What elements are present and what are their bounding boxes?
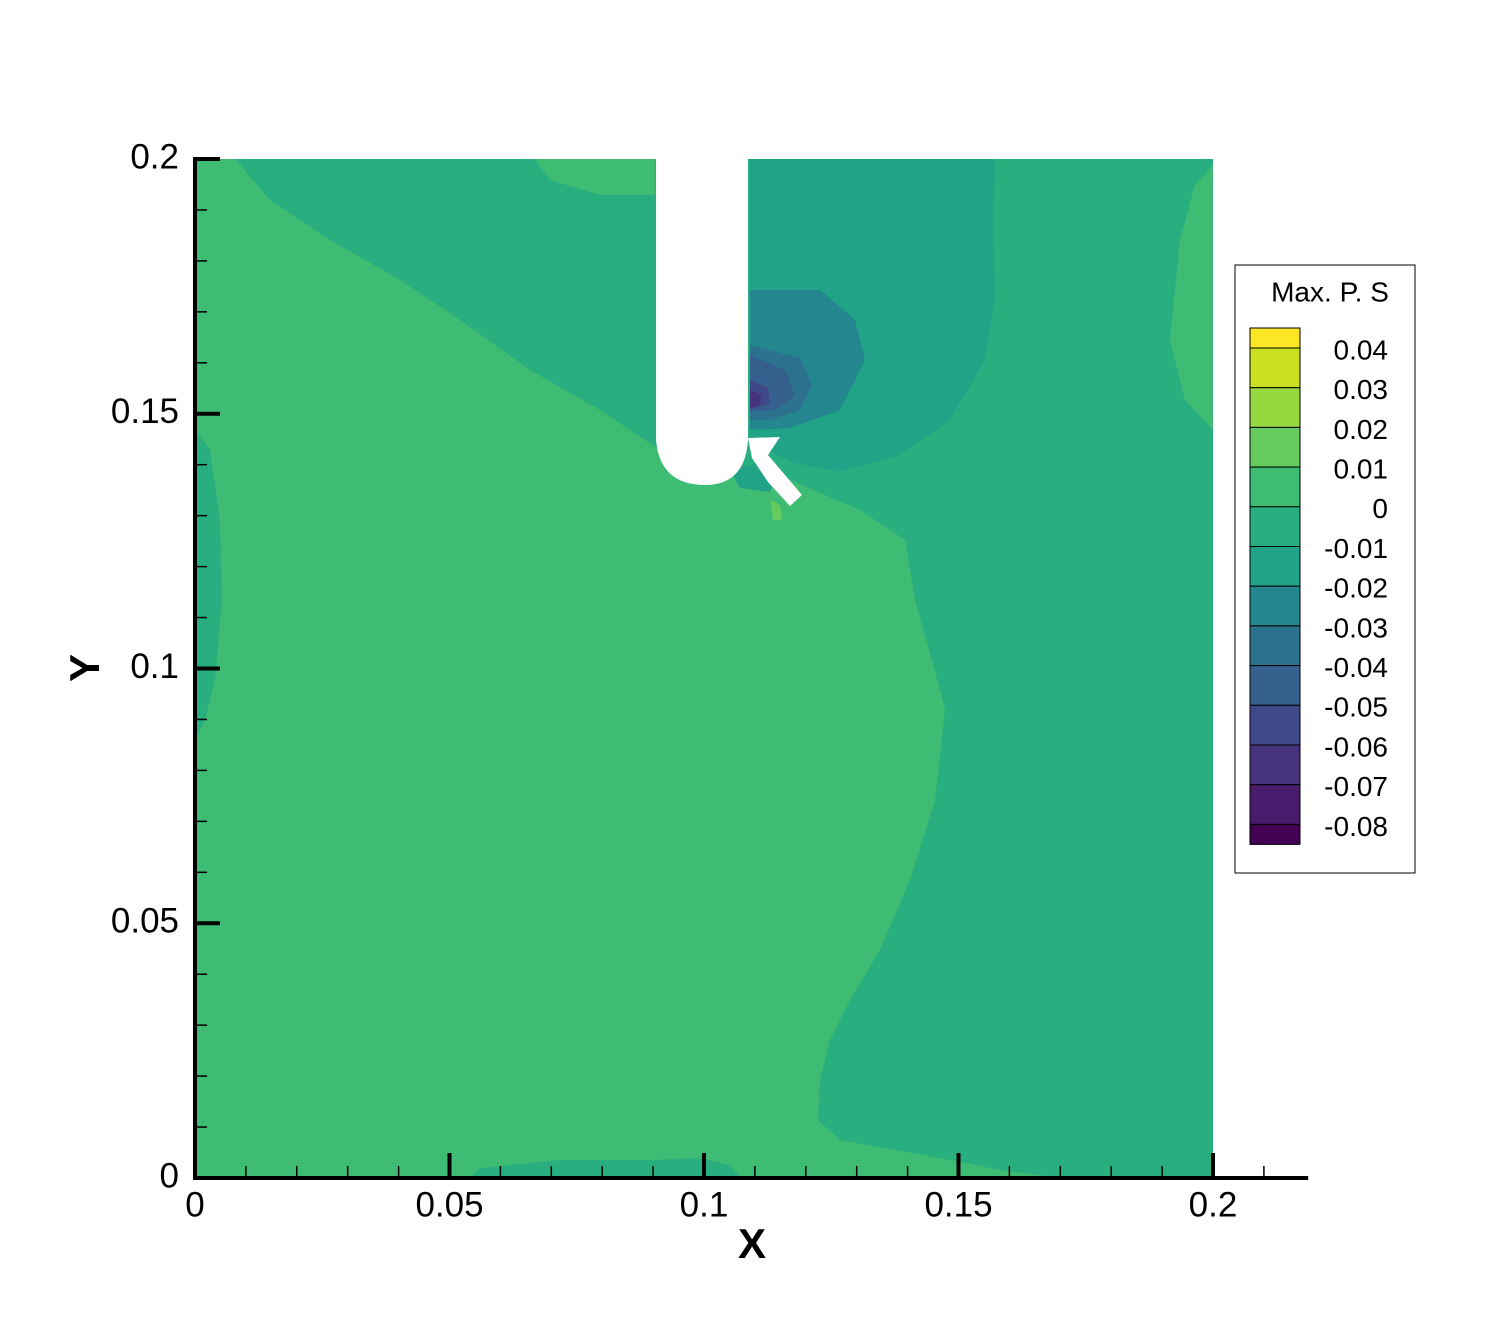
x-tick-label: 0.1 bbox=[680, 1185, 729, 1224]
contour-region bbox=[195, 430, 222, 740]
legend-swatch bbox=[1249, 347, 1301, 389]
legend-swatch bbox=[1249, 466, 1301, 508]
legend-label: -0.05 bbox=[1324, 692, 1388, 723]
y-tick-label: 0 bbox=[160, 1156, 179, 1195]
legend-label: -0.06 bbox=[1324, 731, 1388, 762]
legend-label: 0.02 bbox=[1334, 414, 1389, 445]
contour-region bbox=[1170, 165, 1213, 430]
y-tick-label: 0.1 bbox=[130, 647, 179, 686]
legend-swatch bbox=[1249, 585, 1301, 627]
legend-swatch bbox=[1249, 327, 1301, 349]
legend-swatch bbox=[1249, 744, 1301, 786]
contour-region bbox=[750, 390, 762, 408]
legend-swatch bbox=[1249, 784, 1301, 825]
legend-swatch bbox=[1249, 823, 1301, 845]
legend-swatch bbox=[1249, 546, 1301, 587]
legend-label: 0.03 bbox=[1334, 374, 1389, 405]
legend-label: -0.03 bbox=[1324, 612, 1388, 643]
legend-label: -0.01 bbox=[1324, 533, 1388, 564]
contour-region bbox=[470, 1158, 740, 1178]
contour-region bbox=[195, 159, 1060, 1178]
legend-label: -0.07 bbox=[1324, 771, 1388, 802]
x-tick-label: 0.15 bbox=[924, 1185, 992, 1224]
legend-swatch bbox=[1249, 387, 1301, 428]
x-tick-label: 0.05 bbox=[415, 1185, 483, 1224]
legend-label: 0.01 bbox=[1334, 453, 1389, 484]
legend: 0.04 0.03 0.02 0.01 0 -0.01 -0.02 -0.03 -0.04 -0.… bbox=[1249, 327, 1389, 845]
y-tick-label: 0.05 bbox=[111, 902, 179, 941]
axes: 0 0.05 0.1 0.15 0.2 0 0.05 0.1 0.15 0.2 bbox=[111, 137, 1309, 1224]
contour-region bbox=[770, 500, 782, 520]
contour-field bbox=[195, 150, 1213, 1178]
legend-swatch bbox=[1249, 426, 1301, 468]
crack bbox=[748, 437, 802, 506]
y-tick-label: 0.2 bbox=[130, 137, 179, 176]
legend-label: -0.02 bbox=[1324, 573, 1388, 604]
tool-notch bbox=[656, 150, 748, 485]
y-tick-label: 0.15 bbox=[111, 392, 179, 431]
x-tick-label: 0.2 bbox=[1189, 1185, 1238, 1224]
legend-title: Max. P. S bbox=[1271, 276, 1389, 307]
legend-swatch bbox=[1249, 704, 1301, 746]
legend-swatch bbox=[1249, 506, 1301, 547]
legend-label: 0.04 bbox=[1334, 334, 1389, 365]
legend-label: -0.04 bbox=[1324, 652, 1388, 683]
legend-swatch bbox=[1249, 665, 1301, 706]
y-axis-title: Y bbox=[61, 654, 108, 682]
x-axis-title: X bbox=[738, 1220, 766, 1267]
contour-region bbox=[535, 159, 655, 195]
legend-label: -0.08 bbox=[1324, 811, 1388, 842]
x-tick-label: 0 bbox=[185, 1185, 204, 1224]
legend-swatch bbox=[1249, 625, 1301, 667]
legend-label: 0 bbox=[1372, 493, 1388, 524]
